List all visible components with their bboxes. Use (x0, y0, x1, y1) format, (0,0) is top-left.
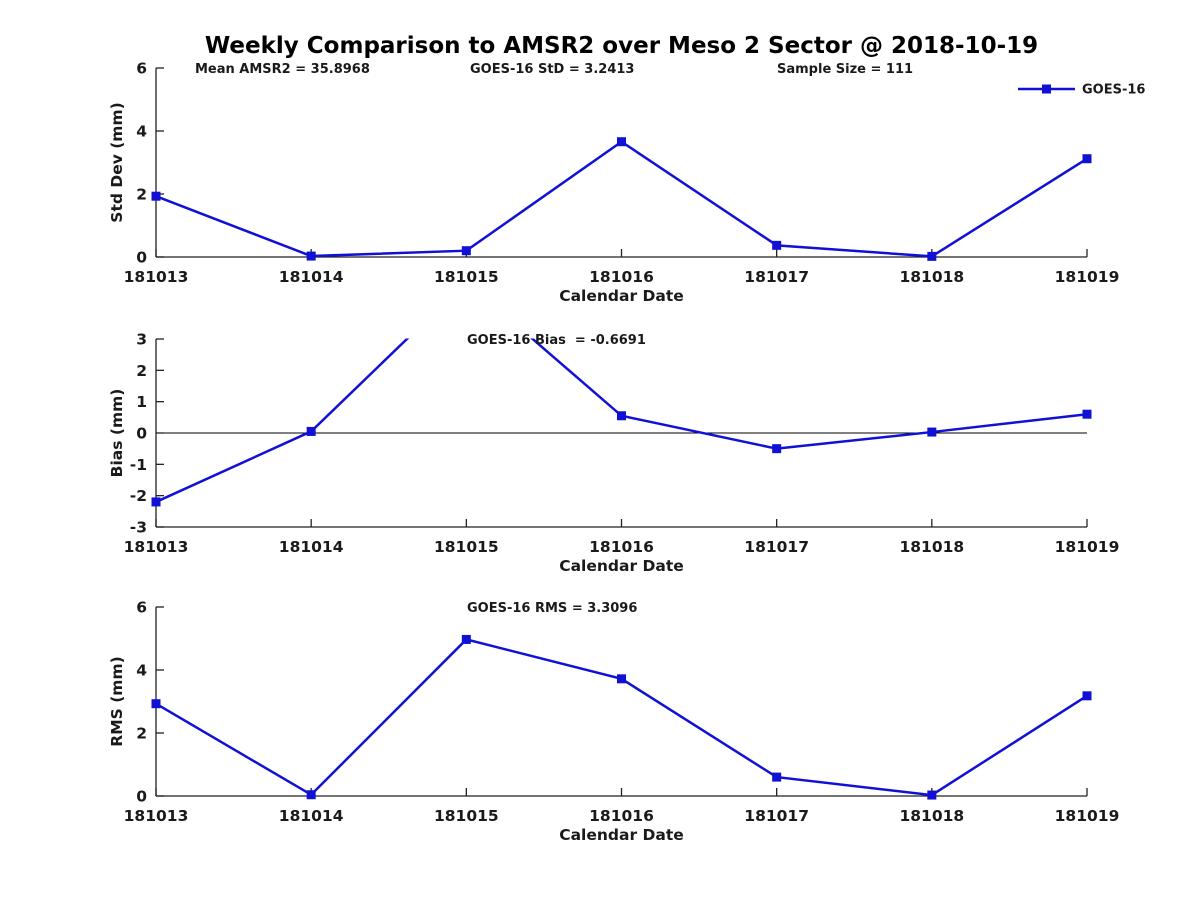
series-marker (461, 246, 471, 256)
y-axis-title: Bias (mm) (108, 389, 126, 478)
x-axis-title: Calendar Date (559, 557, 684, 575)
y-tick-label: 0 (136, 249, 147, 267)
annotation: GOES-16 Bias = -0.6691 (467, 333, 646, 348)
y-tick-label: 4 (136, 123, 147, 141)
legend: GOES-16 (1018, 83, 1145, 98)
series-line (155, 338, 1088, 504)
legend-marker-sample (1042, 84, 1051, 94)
x-tick-label: 181018 (899, 807, 964, 825)
series-marker (1082, 154, 1092, 164)
figure-title: Weekly Comparison to AMSR2 over Meso 2 S… (204, 33, 1039, 59)
x-tick-label: 181015 (434, 538, 499, 556)
annotation: GOES-16 StD = 3.2413 (470, 62, 634, 77)
y-tick-label: 2 (136, 186, 147, 204)
series-marker (617, 137, 626, 147)
x-tick-label: 181013 (124, 268, 189, 286)
y-tick-label: 2 (136, 362, 147, 380)
series-marker (306, 790, 316, 800)
series-marker (1082, 409, 1092, 419)
x-tick-label: 181016 (589, 268, 654, 286)
y-tick-label: 1 (136, 393, 147, 411)
x-tick-label: 181019 (1055, 268, 1120, 286)
x-tick-label: 181014 (279, 538, 344, 556)
series-marker (617, 674, 626, 684)
series-marker (151, 497, 161, 507)
x-tick-label: 181013 (124, 538, 189, 556)
x-axis-title: Calendar Date (559, 826, 684, 844)
series-marker (772, 444, 782, 454)
x-tick-label: 181015 (434, 807, 499, 825)
y-axis-title: Std Dev (mm) (108, 102, 126, 222)
y-tick-label: 0 (136, 425, 147, 443)
x-tick-label: 181019 (1055, 807, 1120, 825)
x-tick-label: 181014 (279, 807, 344, 825)
y-tick-label: 0 (136, 788, 147, 806)
x-tick-label: 181014 (279, 268, 344, 286)
x-tick-label: 181018 (899, 268, 964, 286)
series-marker (306, 251, 316, 261)
series-marker (772, 240, 782, 250)
x-tick-label: 181017 (744, 538, 809, 556)
x-tick-label: 181017 (744, 807, 809, 825)
y-tick-label: -2 (130, 487, 147, 505)
series-marker (151, 699, 161, 709)
y-tick-label: -3 (130, 519, 147, 537)
x-tick-label: 181019 (1055, 538, 1120, 556)
y-tick-label: 3 (136, 331, 147, 349)
series-marker (151, 191, 161, 201)
y-tick-label: 4 (136, 662, 147, 680)
legend-label: GOES-16 (1082, 83, 1145, 98)
series-marker (306, 426, 316, 436)
x-tick-label: 181016 (589, 807, 654, 825)
x-tick-label: 181017 (744, 268, 809, 286)
y-tick-label: -1 (130, 456, 147, 474)
series-marker (461, 634, 471, 644)
x-tick-label: 181015 (434, 268, 499, 286)
x-tick-label: 181018 (899, 538, 964, 556)
annotation: GOES-16 RMS = 3.3096 (467, 601, 637, 616)
y-tick-label: 2 (136, 725, 147, 743)
x-tick-label: 181013 (124, 807, 189, 825)
series-marker (772, 772, 782, 782)
y-axis-title: RMS (mm) (108, 656, 126, 746)
series-marker (927, 251, 937, 261)
series-marker (617, 411, 626, 421)
annotation: Mean AMSR2 = 35.8968 (195, 62, 370, 77)
chart-3: 0 2 4 6 181013 181014 181015 181016 181017 181018… (108, 599, 1119, 845)
y-tick-label: 6 (136, 60, 147, 78)
annotation: Sample Size = 111 (777, 62, 913, 77)
x-axis-title: Calendar Date (559, 287, 684, 305)
x-tick-label: 181016 (589, 538, 654, 556)
chart-1: 0 2 4 6 181013 181014 181015 181016 181017 181018… (108, 60, 1145, 306)
series-line (155, 140, 1088, 258)
series-marker (927, 427, 937, 437)
series-marker (1082, 691, 1092, 701)
y-tick-label: 6 (136, 599, 147, 617)
series-marker (927, 790, 937, 800)
series-line (155, 638, 1088, 797)
